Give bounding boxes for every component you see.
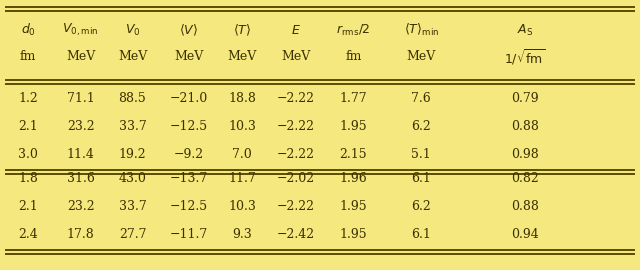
Text: 2.1: 2.1 [19, 120, 38, 133]
Text: MeV: MeV [66, 50, 95, 63]
Text: −2.02: −2.02 [276, 171, 315, 184]
Text: 71.1: 71.1 [67, 92, 95, 104]
Text: 1.2: 1.2 [19, 92, 38, 104]
Text: $A_{\mathrm{S}}$: $A_{\mathrm{S}}$ [516, 22, 533, 38]
Text: 18.8: 18.8 [228, 92, 256, 104]
Text: −2.22: −2.22 [276, 120, 315, 133]
Text: −11.7: −11.7 [170, 228, 208, 241]
Text: −2.22: −2.22 [276, 147, 315, 160]
Text: 11.7: 11.7 [228, 171, 256, 184]
Text: −12.5: −12.5 [170, 120, 208, 133]
Text: 0.88: 0.88 [511, 200, 539, 212]
Text: $d_0$: $d_0$ [20, 22, 36, 38]
Text: 0.79: 0.79 [511, 92, 539, 104]
Text: 10.3: 10.3 [228, 200, 256, 212]
Text: 1.96: 1.96 [339, 171, 367, 184]
Text: −12.5: −12.5 [170, 200, 208, 212]
Text: 11.4: 11.4 [67, 147, 95, 160]
Text: $r_{\mathrm{rms}}/2$: $r_{\mathrm{rms}}/2$ [336, 22, 371, 38]
Text: 88.5: 88.5 [118, 92, 147, 104]
Text: $V_0$: $V_0$ [125, 22, 140, 38]
Text: $\langle V\rangle$: $\langle V\rangle$ [179, 22, 198, 38]
Text: 17.8: 17.8 [67, 228, 95, 241]
Text: 43.0: 43.0 [118, 171, 147, 184]
Text: 2.4: 2.4 [19, 228, 38, 241]
Text: MeV: MeV [227, 50, 257, 63]
Text: 6.1: 6.1 [411, 228, 431, 241]
Text: 6.2: 6.2 [412, 120, 431, 133]
Text: $\langle T\rangle_{\mathrm{min}}$: $\langle T\rangle_{\mathrm{min}}$ [403, 22, 439, 38]
Text: 19.2: 19.2 [118, 147, 147, 160]
Text: 1.95: 1.95 [339, 120, 367, 133]
Text: −2.22: −2.22 [276, 200, 315, 212]
Text: 33.7: 33.7 [118, 120, 147, 133]
Text: 1.8: 1.8 [18, 171, 38, 184]
Text: −21.0: −21.0 [170, 92, 208, 104]
Text: 0.98: 0.98 [511, 147, 539, 160]
Text: 31.6: 31.6 [67, 171, 95, 184]
Text: MeV: MeV [406, 50, 436, 63]
Text: MeV: MeV [174, 50, 204, 63]
Text: 27.7: 27.7 [119, 228, 146, 241]
Text: $E$: $E$ [291, 23, 301, 36]
Text: 9.3: 9.3 [232, 228, 252, 241]
Text: fm: fm [345, 50, 362, 63]
Text: 7.0: 7.0 [232, 147, 252, 160]
Text: 6.1: 6.1 [411, 171, 431, 184]
Text: −9.2: −9.2 [173, 147, 204, 160]
Text: −2.22: −2.22 [276, 92, 315, 104]
Text: 0.94: 0.94 [511, 228, 539, 241]
Text: 2.15: 2.15 [339, 147, 367, 160]
Text: 10.3: 10.3 [228, 120, 256, 133]
Text: MeV: MeV [281, 50, 310, 63]
Text: MeV: MeV [118, 50, 147, 63]
Text: $V_{0,\mathrm{min}}$: $V_{0,\mathrm{min}}$ [63, 22, 99, 38]
Text: 2.1: 2.1 [19, 200, 38, 212]
Text: 7.6: 7.6 [412, 92, 431, 104]
Text: −13.7: −13.7 [170, 171, 208, 184]
Text: 1.77: 1.77 [339, 92, 367, 104]
Text: $\langle T\rangle$: $\langle T\rangle$ [233, 22, 251, 38]
Text: 0.82: 0.82 [511, 171, 539, 184]
Text: 5.1: 5.1 [412, 147, 431, 160]
Text: −2.42: −2.42 [276, 228, 315, 241]
Text: 1.95: 1.95 [339, 200, 367, 212]
Text: $1/\sqrt{\mathrm{fm}}$: $1/\sqrt{\mathrm{fm}}$ [504, 47, 545, 67]
Text: 23.2: 23.2 [67, 200, 95, 212]
Text: 3.0: 3.0 [18, 147, 38, 160]
Text: 33.7: 33.7 [118, 200, 147, 212]
Text: 23.2: 23.2 [67, 120, 95, 133]
Text: 6.2: 6.2 [412, 200, 431, 212]
Text: fm: fm [20, 50, 36, 63]
Text: 0.88: 0.88 [511, 120, 539, 133]
Text: 1.95: 1.95 [339, 228, 367, 241]
